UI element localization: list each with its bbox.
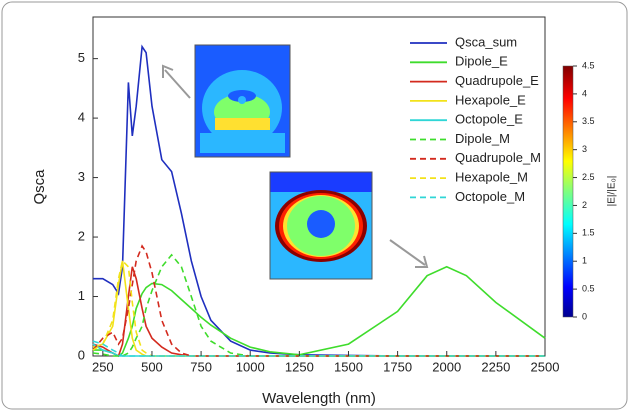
legend-label: Octopole_E — [455, 112, 523, 127]
y-tick-label: 3 — [78, 169, 85, 184]
x-tick-label: 500 — [141, 359, 163, 374]
series-line — [92, 244, 545, 357]
y-tick-label: 1 — [78, 288, 85, 303]
x-tick-label: 2000 — [432, 359, 461, 374]
colorbar-tick-label: 3.5 — [582, 116, 595, 126]
colorbar — [562, 65, 574, 318]
y-tick-label: 2 — [78, 228, 85, 243]
x-tick-label: 1000 — [236, 359, 265, 374]
colorbar-tick-label: 4.5 — [582, 60, 595, 70]
x-tick-label: 250 — [92, 359, 114, 374]
x-axis-title: Wavelength (nm) — [262, 390, 376, 407]
y-tick-label: 0 — [78, 347, 85, 362]
colorbar-tick-label: 0.5 — [582, 283, 595, 293]
inset-field-map — [269, 171, 373, 280]
colorbar-tick-label: 2 — [582, 200, 587, 210]
legend: Qsca_sum Dipole_E Quadrupole_E Hexapole_E Oc… — [410, 34, 541, 204]
inset-field-map — [194, 44, 291, 158]
colorbar-label: |E|/|E₀| — [607, 176, 618, 207]
x-tick-label: 750 — [190, 359, 212, 374]
legend-label: Qsca_sum — [455, 34, 517, 49]
x-tick-label: 1750 — [383, 359, 412, 374]
series-line — [93, 265, 546, 357]
colorbar-tick-label: 2.5 — [582, 172, 595, 182]
x-tick-label: 1500 — [334, 359, 363, 374]
colorbar-tick-label: 0 — [582, 311, 587, 321]
legend-label: Octopole_M — [455, 189, 525, 204]
colorbar-tick-label: 3 — [582, 144, 587, 154]
series-line — [92, 340, 545, 357]
lines — [92, 44, 546, 358]
y-tick-label: 4 — [78, 110, 85, 125]
legend-label: Quadrupole_E — [455, 73, 539, 88]
x-tick-label: 1250 — [285, 359, 314, 374]
colorbar-tick-label: 1.5 — [582, 228, 595, 238]
colorbar-tick-label: 1 — [582, 256, 587, 266]
x-tick-label: 2500 — [531, 359, 560, 374]
x-tick-label: 2250 — [481, 359, 510, 374]
y-axis-title: Qsca — [31, 169, 48, 205]
legend-label: Hexapole_M — [455, 170, 528, 185]
colorbar-tick-label: 4 — [582, 88, 587, 98]
legend-label: Dipole_E — [455, 54, 508, 69]
legend-label: Hexapole_E — [455, 92, 526, 107]
y-tick-label: 5 — [78, 50, 85, 65]
legend-label: Quadrupole_M — [455, 150, 541, 165]
arrows — [162, 64, 429, 268]
legend-label: Dipole_M — [455, 131, 510, 146]
series-line — [92, 266, 545, 358]
